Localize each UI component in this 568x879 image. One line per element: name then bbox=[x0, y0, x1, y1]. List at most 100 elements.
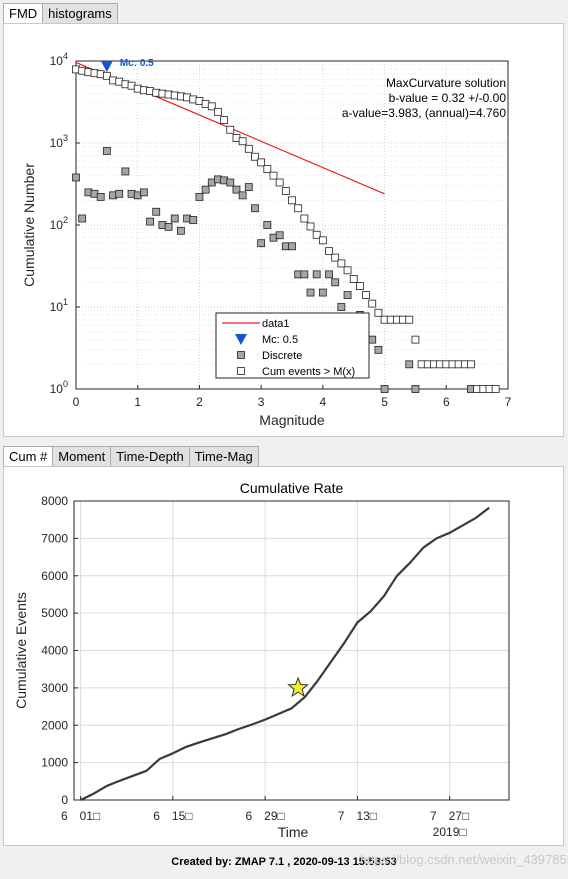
discrete-point bbox=[226, 178, 235, 187]
cumulative-point bbox=[102, 71, 111, 80]
discrete-point bbox=[232, 185, 241, 194]
fmd-x-tick-label: 2 bbox=[196, 395, 203, 409]
star-marker bbox=[287, 676, 309, 698]
bottom-tab-bar: Cum # Moment Time-Depth Time-Mag bbox=[3, 446, 259, 469]
fmd-x-tick-label: 7 bbox=[505, 395, 512, 409]
cum-year-label: 2019□ bbox=[433, 825, 467, 839]
fmd-annotation-line: a-value=3.983, (annual)=4.760 bbox=[342, 106, 506, 120]
watermark: https://blog.csdn.net/weixin_43978558 bbox=[360, 852, 568, 867]
cum-title: Cumulative Rate bbox=[240, 480, 344, 496]
mc-marker bbox=[100, 61, 113, 72]
fmd-x-tick-label: 1 bbox=[134, 395, 141, 409]
cum-y-tick-label: 5000 bbox=[41, 606, 68, 620]
cumulative-point bbox=[306, 222, 315, 231]
fmd-y-tick-label: 100 bbox=[50, 379, 68, 396]
discrete-point bbox=[257, 239, 266, 248]
discrete-point bbox=[139, 188, 148, 197]
cum-x-tick-label: 6 01□ bbox=[61, 809, 100, 823]
cumulative-point bbox=[355, 282, 364, 290]
mc-marker-label: Mc: 0.5 bbox=[120, 58, 154, 69]
discrete-point bbox=[337, 303, 346, 311]
discrete-point bbox=[306, 288, 315, 297]
cum-x-axis-label: Time bbox=[278, 824, 309, 840]
cumulative-curve bbox=[80, 506, 490, 801]
cumulative-point bbox=[331, 253, 340, 262]
tab-time-depth[interactable]: Time-Depth bbox=[110, 446, 190, 467]
cum-y-tick-label: 0 bbox=[61, 793, 68, 807]
fmd-x-tick-label: 0 bbox=[73, 395, 80, 409]
fmd-y-tick-label: 103 bbox=[50, 133, 68, 150]
discrete-point bbox=[275, 231, 284, 240]
discrete-point bbox=[189, 216, 198, 224]
cumulative-point bbox=[288, 196, 296, 205]
discrete-point bbox=[72, 173, 80, 182]
fmd-chart: 0 1 2 3 4 5 6 7 100 101 102 103 104 Magnitude Cumulati… bbox=[21, 51, 512, 428]
fmd-x-tick-label: 4 bbox=[320, 395, 327, 409]
cum-x-tick-label: 7 13□ bbox=[338, 809, 377, 823]
discrete-point bbox=[288, 242, 296, 251]
discrete-point bbox=[102, 147, 111, 155]
legend-entry: Mc: 0.5 bbox=[262, 334, 298, 346]
discrete-point bbox=[374, 345, 383, 354]
cumulative-point bbox=[300, 214, 309, 223]
cumulative-point bbox=[343, 266, 352, 275]
discrete-point bbox=[343, 291, 352, 299]
cumulative-point bbox=[411, 335, 420, 344]
cumulative-point bbox=[275, 178, 284, 187]
discrete-point bbox=[170, 214, 179, 223]
footer-credit: Created by: ZMAP 7.1 , 2020-09-13 15:53:… bbox=[171, 856, 397, 868]
cumulative-point bbox=[325, 247, 333, 256]
legend-mc-swatch bbox=[235, 334, 247, 345]
cum-x-tick-label: 6 15□ bbox=[153, 809, 192, 823]
cum-x-tick-label: 6 29□ bbox=[245, 809, 284, 823]
discrete-point bbox=[164, 222, 173, 231]
discrete-point bbox=[195, 193, 204, 201]
discrete-point bbox=[146, 217, 154, 226]
cumulative-point bbox=[281, 187, 290, 195]
discrete-point bbox=[177, 226, 185, 235]
discrete-point bbox=[78, 214, 87, 223]
tab-time-mag[interactable]: Time-Mag bbox=[188, 446, 259, 467]
discrete-point bbox=[152, 207, 161, 216]
cum-y-tick-label: 1000 bbox=[41, 756, 68, 770]
cum-y-tick-label: 4000 bbox=[41, 644, 68, 658]
cum-panel: 0 1000 2000 3000 4000 5000 6000 7000 8000 6 01□ 6 … bbox=[3, 466, 564, 846]
cumulative-point bbox=[226, 125, 235, 134]
legend-entry: data1 bbox=[262, 318, 290, 330]
discrete-point bbox=[312, 270, 321, 279]
discrete-point bbox=[411, 385, 420, 393]
cumulative-point bbox=[294, 204, 303, 213]
fmd-annotation-line: MaxCurvature solution bbox=[386, 76, 506, 90]
cumulative-point bbox=[269, 171, 278, 180]
cumulative-point bbox=[220, 116, 229, 125]
fmd-y-tick-label: 102 bbox=[50, 215, 68, 232]
legend-discrete-swatch bbox=[237, 351, 245, 359]
legend-cumulative-swatch bbox=[237, 367, 245, 375]
fmd-x-axis-label: Magnitude bbox=[259, 412, 325, 428]
cumulative-point bbox=[405, 315, 414, 324]
cum-y-tick-label: 3000 bbox=[41, 681, 68, 695]
discrete-point bbox=[300, 270, 309, 279]
discrete-point bbox=[201, 185, 210, 194]
fmd-y-tick-label: 101 bbox=[50, 297, 68, 314]
discrete-point bbox=[318, 288, 327, 297]
tab-cum[interactable]: Cum # bbox=[3, 446, 54, 469]
fmd-annotation-line: b-value = 0.32 +/-0.00 bbox=[389, 91, 507, 105]
cumulative-point bbox=[312, 230, 321, 239]
fmd-panel: 0 1 2 3 4 5 6 7 100 101 102 103 104 Magnitude Cumulati… bbox=[3, 23, 564, 437]
cum-y-tick-label: 6000 bbox=[41, 569, 68, 583]
cumulative-point bbox=[244, 144, 253, 153]
tab-histograms[interactable]: histograms bbox=[42, 3, 118, 24]
discrete-point bbox=[368, 335, 377, 344]
cum-y-tick-label: 8000 bbox=[41, 494, 68, 508]
discrete-point bbox=[331, 278, 340, 287]
discrete-point bbox=[380, 385, 389, 393]
discrete-point bbox=[263, 221, 272, 229]
fmd-y-tick-label: 104 bbox=[50, 51, 68, 68]
discrete-point bbox=[238, 191, 247, 200]
cumulative-point bbox=[491, 385, 500, 393]
discrete-point bbox=[244, 183, 253, 191]
fmd-x-tick-label: 3 bbox=[258, 395, 265, 409]
cumulative-point bbox=[467, 360, 475, 369]
tab-moment[interactable]: Moment bbox=[52, 446, 112, 467]
